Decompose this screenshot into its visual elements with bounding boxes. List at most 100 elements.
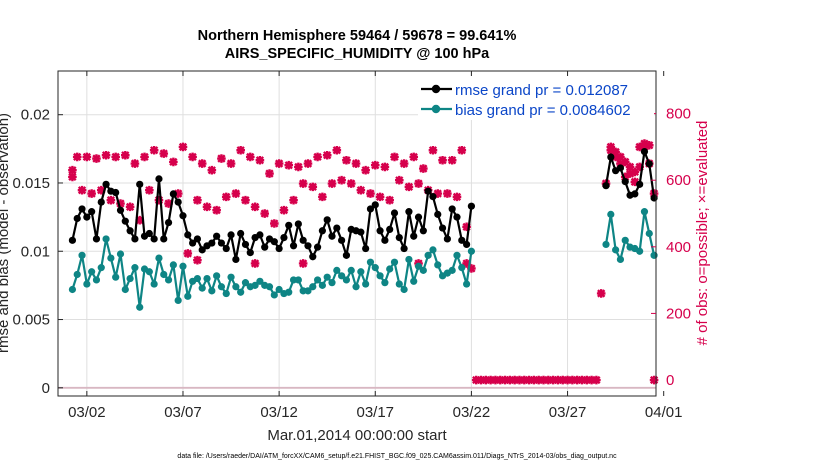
legend-marker-rmse xyxy=(431,84,441,94)
obs-evaluated-marker xyxy=(625,169,635,178)
obs-possible-marker xyxy=(322,150,332,160)
bias-point xyxy=(323,273,331,281)
x-tick-label: 03/22 xyxy=(453,404,491,421)
obs-possible-marker xyxy=(635,142,644,152)
bias-point xyxy=(184,292,192,300)
chart-subtitle: AIRS_SPECIFIC_HUMIDITY @ 100 hPa xyxy=(225,46,490,62)
rmse-point xyxy=(289,242,298,250)
obs-zero-marker xyxy=(510,375,519,385)
obs-evaluated-marker xyxy=(250,202,260,212)
bias-point xyxy=(390,258,399,266)
legend-label-rmse: rmse grand pr = 0.012087 xyxy=(455,82,628,99)
bias-point xyxy=(376,272,384,280)
obs-zero-marker xyxy=(534,375,544,385)
rmse-point xyxy=(376,227,384,235)
obs-evaluated-marker xyxy=(346,179,356,188)
obs-zero-marker xyxy=(491,375,500,385)
rmse-point xyxy=(280,233,288,242)
obs-evaluated-marker xyxy=(106,195,116,205)
bias-point xyxy=(424,251,432,259)
rmse-point xyxy=(241,240,250,249)
rmse-point xyxy=(299,236,307,244)
obs-evaluated-marker xyxy=(173,189,183,198)
obs-zero-marker xyxy=(592,375,601,385)
obs-possible-marker xyxy=(72,152,82,162)
rmse-point xyxy=(222,244,230,253)
rmse-point xyxy=(145,229,153,238)
obs-possible-marker xyxy=(226,159,236,168)
bias-point xyxy=(88,268,96,276)
obs-zero-marker xyxy=(568,375,577,385)
obs-evaluated-marker xyxy=(298,179,308,188)
obs-evaluated-marker xyxy=(183,249,193,258)
x-axis-ticks: 03/02 03/07 03/12 03/17 03/22 03/27 04/01 xyxy=(68,71,682,421)
bias-point xyxy=(169,261,177,269)
rmse-point xyxy=(232,255,240,264)
rmse-point xyxy=(443,235,451,243)
bias-point xyxy=(160,270,168,279)
rmse-point xyxy=(136,180,144,188)
obs-zero-marker xyxy=(505,375,515,385)
x-tick-label: 03/07 xyxy=(164,404,202,421)
rmse-point xyxy=(400,244,408,253)
rmse-point xyxy=(78,205,86,213)
obs-possible-marker xyxy=(606,142,616,152)
bias-point xyxy=(265,283,274,291)
obs-evaluated-marker xyxy=(145,185,154,195)
rmse-point xyxy=(357,228,365,236)
obs-possible-marker xyxy=(207,165,217,175)
obs-evaluated-marker xyxy=(395,175,404,185)
obs-evaluated-marker xyxy=(241,195,250,205)
rmse-point xyxy=(636,180,644,188)
bias-line xyxy=(71,237,473,309)
data-series xyxy=(68,147,658,311)
obs-evaluated-marker xyxy=(467,264,476,273)
bias-point xyxy=(414,262,423,270)
obs-evaluated-marker xyxy=(462,222,471,232)
obs-evaluated-marker xyxy=(212,205,221,215)
bias-point xyxy=(213,272,221,280)
bias-point xyxy=(395,280,403,288)
obs-zero-marker xyxy=(572,375,582,385)
x-axis-label: Mar.01,2014 00:00:00 start xyxy=(267,427,447,444)
obs-evaluated-marker xyxy=(96,185,106,195)
obs-evaluated-marker xyxy=(77,185,87,195)
obs-possible-marker xyxy=(630,167,640,177)
obs-possible-marker xyxy=(332,145,342,155)
rmse-point xyxy=(68,236,77,244)
x-tick-label: 03/27 xyxy=(549,404,587,421)
bias-point xyxy=(616,255,625,264)
bias-point xyxy=(102,235,110,243)
y-left-tick-label: 0.005 xyxy=(12,312,50,329)
rmse-point xyxy=(304,242,312,250)
rmse-point xyxy=(366,205,375,213)
obs-evaluated-marker xyxy=(308,182,318,192)
bias-point xyxy=(232,283,240,291)
obs-evaluated-marker xyxy=(443,189,452,198)
obs-possible-marker xyxy=(428,145,438,155)
legend-box xyxy=(418,76,654,120)
legend: rmse grand pr = 0.012087 bias grand pr =… xyxy=(418,76,654,120)
bias-point xyxy=(285,288,293,296)
rmse-point xyxy=(217,239,226,247)
bias-point xyxy=(164,276,173,284)
obs-zero-marker xyxy=(486,375,495,385)
rmse-point xyxy=(458,236,466,244)
rmse-point xyxy=(126,227,134,235)
bias-point xyxy=(78,251,86,259)
obs-evaluated-marker xyxy=(298,259,308,268)
obs-evaluated-marker xyxy=(596,289,606,298)
bias-point xyxy=(458,264,466,272)
rmse-point xyxy=(294,220,302,228)
rmse-point xyxy=(102,180,110,188)
rmse-point xyxy=(381,236,389,244)
obs-possible-marker xyxy=(294,162,303,172)
bias-point xyxy=(405,255,413,264)
obs-possible-marker xyxy=(149,145,159,155)
rmse-point xyxy=(631,190,639,198)
obs-possible-marker xyxy=(274,159,284,168)
obs-possible-marker xyxy=(361,165,370,175)
obs-evaluated-marker xyxy=(337,175,346,185)
y-right-axis-ticks: 0 200 400 600 800 xyxy=(651,106,691,389)
